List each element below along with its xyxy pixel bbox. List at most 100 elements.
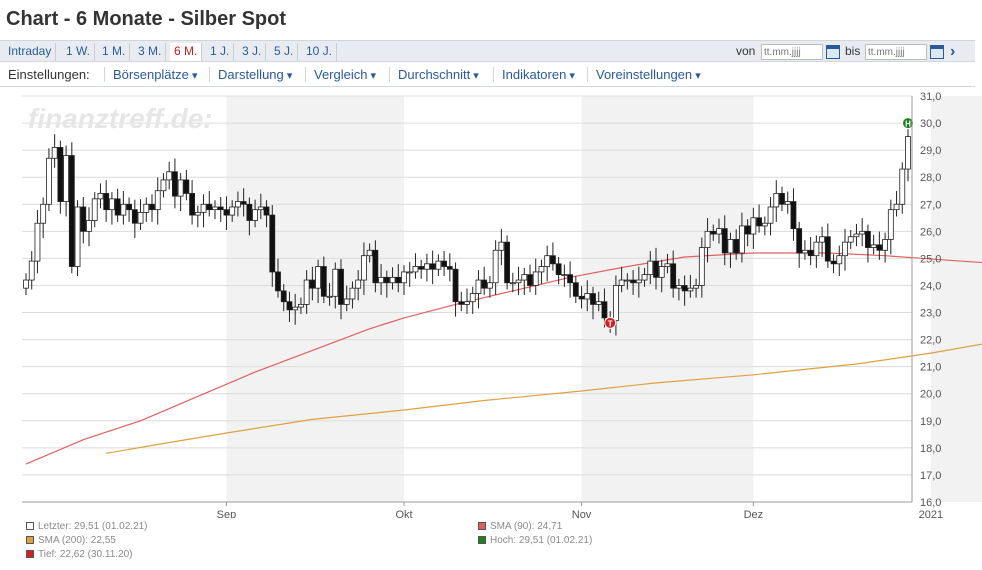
candle-body [68, 155, 75, 267]
to-date-input[interactable] [865, 44, 927, 60]
tab-5j[interactable]: 5 J. [270, 43, 299, 61]
candle-body [865, 230, 871, 248]
candle-body [578, 295, 585, 300]
candle-body [790, 201, 797, 230]
month-band [226, 96, 404, 502]
candle-body [395, 276, 402, 284]
candle-body [200, 203, 207, 213]
candle-body [584, 293, 591, 300]
candle-body [292, 306, 299, 311]
y-tick-label: 20,0 [920, 389, 941, 401]
candle-body [767, 206, 774, 224]
candle-body [183, 179, 190, 194]
candle-body [97, 193, 104, 200]
candle-body [836, 255, 843, 265]
menu-durchschnitt[interactable]: Durchschnitt [389, 67, 479, 82]
candle-body [819, 236, 825, 243]
candle-body [372, 249, 379, 284]
chevron-right-icon[interactable]: › [950, 43, 956, 60]
candle-body [613, 285, 619, 322]
menu-boersenplaetze[interactable]: Börsenplätze [104, 67, 197, 82]
sma90-line [25, 252, 982, 465]
candle-body [905, 136, 911, 170]
tab-1j[interactable]: 1 J. [206, 43, 235, 61]
candle-body [252, 209, 258, 221]
candle-body [34, 222, 41, 262]
menu-indikatoren[interactable]: Indikatoren [493, 67, 575, 82]
tab-intraday[interactable]: Intraday [4, 43, 57, 61]
tab-1w[interactable]: 1 W. [62, 43, 96, 61]
candle-body [286, 301, 293, 311]
y-tick-label: 29,0 [920, 145, 941, 157]
candle-body [624, 279, 631, 282]
tab-3m[interactable]: 3 M. [134, 43, 167, 61]
settings-toolbar: Einstellungen: Börsenplätze Darstellung … [0, 63, 975, 87]
candle-body [779, 193, 785, 205]
candle-body [63, 155, 69, 202]
candle-body [601, 301, 608, 319]
menu-vergleich[interactable]: Vergleich [305, 67, 376, 82]
page-title: Chart - 6 Monate - Silber Spot [6, 8, 287, 30]
candle-body [475, 279, 482, 294]
candle-body [298, 304, 304, 308]
candle-body [355, 279, 362, 289]
candle-body [744, 225, 751, 235]
candle-body [498, 241, 505, 251]
tab-3j[interactable]: 3 J. [238, 43, 267, 61]
candle-body [424, 263, 430, 270]
calendar-icon[interactable] [826, 45, 840, 59]
candle-body [618, 279, 625, 286]
candle-body [572, 282, 579, 297]
candle-body [383, 276, 390, 284]
candle-body [521, 274, 528, 281]
menu-voreinstellungen[interactable]: Voreinstellungen [587, 67, 701, 82]
candle-body [733, 239, 740, 254]
candle-body [143, 203, 150, 213]
tab-1m[interactable]: 1 M. [98, 43, 131, 61]
legend-sma200: SMA (200): 22,55 [26, 535, 116, 546]
candle-body [882, 239, 888, 251]
candle-body [870, 244, 877, 248]
tab-10j[interactable]: 10 J. [302, 43, 338, 61]
candle-body [280, 290, 287, 303]
y-tick-label: 23,0 [920, 308, 941, 320]
candle-body [721, 228, 728, 254]
candle-body [212, 206, 218, 211]
candle-body [532, 271, 539, 286]
candle-body [509, 282, 516, 285]
y-tick-label: 19,0 [920, 416, 941, 428]
candle-body [853, 233, 860, 238]
candle-body [464, 301, 470, 305]
candle-body [109, 198, 115, 211]
candle-body [441, 260, 447, 267]
month-band [930, 96, 982, 502]
candle-body [504, 241, 510, 284]
candle-body [887, 209, 894, 240]
candle-body [349, 287, 356, 300]
candle-body [899, 168, 906, 205]
legend-sma90: SMA (90): 24,71 [478, 521, 562, 532]
menu-darstellung[interactable]: Darstellung [209, 67, 292, 82]
candle-body [813, 241, 820, 257]
candle-body [538, 266, 545, 273]
candle-body [366, 249, 373, 257]
candle-body [177, 179, 184, 197]
tab-6m[interactable]: 6 M. [170, 43, 203, 61]
candle-body [120, 203, 127, 216]
low-marker-letter: T [608, 319, 613, 328]
candle-body [830, 260, 837, 265]
x-tick-label: Dez [744, 509, 764, 518]
candle-body [91, 198, 98, 221]
x-tick-label: 2021 [919, 509, 943, 518]
candle-body [802, 249, 808, 254]
from-date-input[interactable] [761, 44, 823, 60]
candlestick-chart: finanztreff.de: TH 16,017,018,019,020,02… [22, 91, 982, 518]
candle-body [590, 293, 596, 305]
candle-body [750, 217, 757, 235]
legend-high: Hoch: 29,51 (01.02.21) [478, 535, 592, 546]
candle-body [704, 230, 711, 248]
calendar-icon[interactable] [930, 45, 944, 59]
watermark: finanztreff.de: [28, 103, 213, 134]
to-label: bis [845, 44, 861, 58]
candle-body [315, 266, 321, 289]
